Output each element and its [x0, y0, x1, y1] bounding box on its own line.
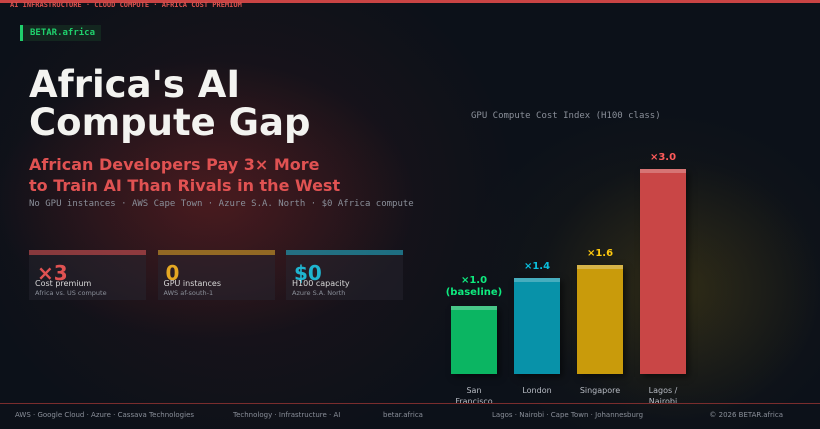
footer-text: AWS · Google Cloud · Azure · Cassava Tec…: [15, 411, 195, 419]
value-label: ×1.4: [523, 261, 551, 273]
tagline: No GPU instances · AWS Cape Town · Azure…: [29, 199, 414, 209]
x-tick-label: Lagos / Nairobi: [648, 386, 678, 403]
subtitle-line: to Train AI Than Rivals in the West: [29, 176, 341, 195]
topline: AI INFRASTRUCTURE · CLOUD COMPUTE · AFRI…: [10, 1, 242, 9]
top-rule: [0, 0, 820, 3]
footer-rule: [0, 403, 820, 404]
footer-text: Technology · Infrastructure · AI: [233, 411, 341, 419]
bar: [514, 278, 560, 374]
card-label: Cost premium: [35, 279, 92, 288]
x-tick-label: Singapore: [579, 386, 621, 395]
title-line: Africa's AI: [29, 63, 241, 106]
card-bar: [157, 250, 275, 255]
card-value: 0: [165, 261, 180, 285]
value-label: ×3.0: [649, 152, 677, 163]
subtitle-line: African Developers Pay 3× More: [29, 155, 320, 174]
card-bar: [29, 250, 146, 255]
footer-text: betar.africa: [383, 411, 423, 419]
badge: BETAR.africa: [20, 25, 102, 41]
card-note: Africa vs. US compute: [35, 289, 107, 297]
card-value: $0: [294, 261, 322, 285]
subtitle: African Developers Pay 3× More to Train …: [29, 154, 340, 196]
stat-card: [157, 250, 275, 300]
stat-card: [286, 250, 403, 300]
x-tick-label: London: [522, 386, 552, 395]
title-line: Compute Gap: [29, 101, 311, 144]
card-value: ×3: [37, 261, 68, 285]
chart-title: GPU Compute Cost Index (H100 class): [471, 111, 661, 121]
card-note: AWS af-south-1: [163, 289, 214, 297]
value-label: ×1.0: [460, 274, 488, 286]
bar: [451, 305, 497, 374]
bar: [577, 264, 623, 374]
bar: [640, 169, 686, 374]
card-note: Azure S.A. North: [292, 289, 346, 297]
annotation: (baseline): [445, 286, 503, 298]
card-bar: [286, 250, 403, 255]
card-label: GPU instances: [163, 279, 221, 288]
stat-card: [29, 250, 146, 300]
footer-text: © 2026 BETAR.africa: [709, 411, 783, 419]
footer-text: Lagos · Nairobi · Cape Town · Johannesbu…: [492, 411, 644, 419]
title: Africa's AI Compute Gap: [29, 66, 310, 142]
card-label: H100 capacity: [292, 279, 350, 288]
value-label: ×1.6: [586, 247, 614, 259]
x-tick-label: San Francisco: [455, 386, 493, 403]
